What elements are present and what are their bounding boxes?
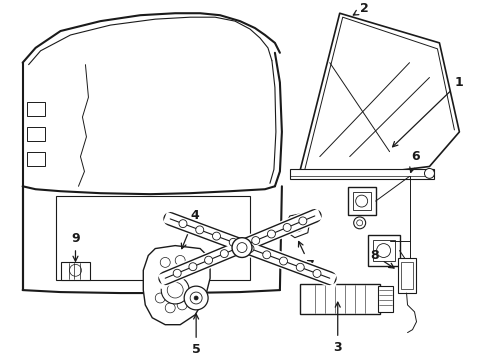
Circle shape bbox=[291, 220, 303, 232]
Circle shape bbox=[177, 300, 187, 310]
Text: 7: 7 bbox=[298, 242, 314, 272]
Circle shape bbox=[232, 238, 252, 257]
Polygon shape bbox=[143, 246, 210, 325]
FancyBboxPatch shape bbox=[61, 262, 91, 280]
Text: 9: 9 bbox=[71, 232, 80, 261]
Circle shape bbox=[213, 232, 220, 240]
Circle shape bbox=[184, 286, 208, 310]
Circle shape bbox=[160, 257, 170, 267]
Circle shape bbox=[220, 250, 228, 257]
Circle shape bbox=[161, 276, 189, 304]
Circle shape bbox=[313, 270, 321, 278]
Text: 3: 3 bbox=[333, 302, 342, 354]
Circle shape bbox=[185, 265, 195, 275]
Circle shape bbox=[246, 244, 254, 252]
Circle shape bbox=[179, 220, 187, 228]
FancyBboxPatch shape bbox=[368, 235, 399, 266]
Circle shape bbox=[283, 224, 291, 231]
Text: 2: 2 bbox=[353, 2, 369, 15]
Circle shape bbox=[165, 303, 175, 313]
Polygon shape bbox=[285, 214, 310, 238]
Circle shape bbox=[196, 226, 204, 234]
Circle shape bbox=[236, 243, 244, 251]
Circle shape bbox=[155, 293, 165, 303]
Circle shape bbox=[173, 275, 183, 285]
Circle shape bbox=[205, 256, 213, 264]
Circle shape bbox=[268, 230, 275, 238]
Circle shape bbox=[296, 263, 304, 271]
Circle shape bbox=[279, 257, 288, 265]
Circle shape bbox=[299, 217, 307, 225]
Text: 5: 5 bbox=[192, 314, 200, 356]
Text: 1: 1 bbox=[392, 76, 464, 147]
Circle shape bbox=[424, 168, 435, 178]
Circle shape bbox=[354, 217, 366, 229]
Text: 4: 4 bbox=[181, 210, 199, 249]
Text: 8: 8 bbox=[370, 249, 394, 268]
Circle shape bbox=[263, 251, 271, 259]
FancyBboxPatch shape bbox=[348, 187, 376, 215]
FancyBboxPatch shape bbox=[397, 258, 416, 293]
Circle shape bbox=[163, 280, 173, 290]
Circle shape bbox=[175, 256, 185, 265]
Circle shape bbox=[189, 263, 197, 271]
Text: 6: 6 bbox=[410, 150, 420, 172]
Circle shape bbox=[173, 269, 181, 277]
Circle shape bbox=[194, 296, 198, 300]
Circle shape bbox=[252, 237, 260, 244]
FancyBboxPatch shape bbox=[300, 284, 380, 314]
Circle shape bbox=[229, 238, 237, 246]
FancyBboxPatch shape bbox=[290, 170, 435, 179]
FancyBboxPatch shape bbox=[378, 286, 392, 312]
